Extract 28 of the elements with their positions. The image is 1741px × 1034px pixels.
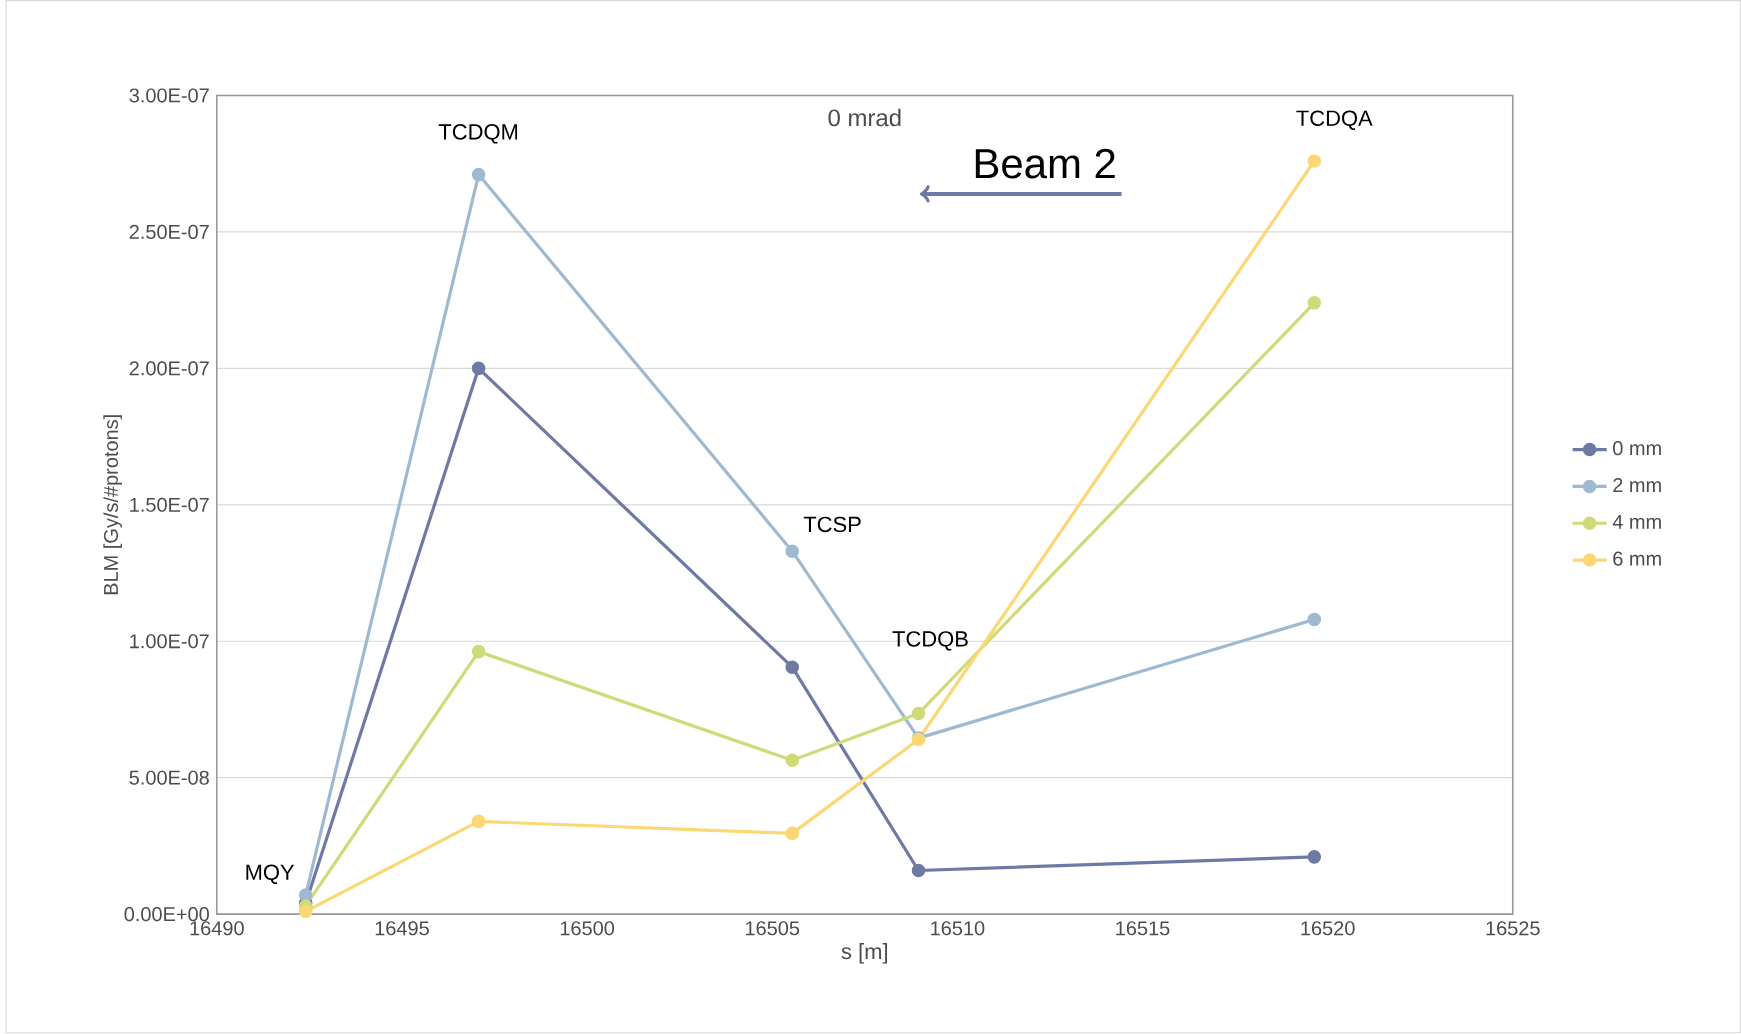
annotation: Beam 2 <box>975 148 1115 179</box>
y-tick-label: 1.50E-07 <box>130 497 209 513</box>
x-tick-label: 16505 <box>746 921 800 936</box>
y-tick-label: 0.00E+00 <box>124 907 209 922</box>
legend-label: 4 mm <box>1612 515 1661 529</box>
annotation: TCSP <box>803 516 861 533</box>
y-tick-label: 2.00E-07 <box>129 361 209 376</box>
legend-label: 2 mm <box>1613 478 1661 493</box>
y-tick-label: 3.00E-07 <box>129 88 209 103</box>
x-tick-label: 16510 <box>931 921 985 936</box>
annotation: TCDQM <box>438 124 518 144</box>
annotation: TCDQA <box>1296 110 1373 131</box>
y-tick-label: 5.00E-08 <box>129 770 209 785</box>
x-tick-label: 16500 <box>560 921 615 936</box>
x-tick-label: 16490 <box>190 921 244 936</box>
y-axis-title: BLM [Gy/s/#protons] <box>103 415 122 595</box>
x-axis-title: s [m] <box>841 943 888 964</box>
legend-label: 0 mm <box>1613 441 1661 456</box>
legend-label: 6 mm <box>1613 551 1661 566</box>
chart-title: 0 mrad <box>828 108 901 127</box>
x-tick-label: 16515 <box>1116 921 1170 936</box>
x-tick-label: 16495 <box>375 921 429 936</box>
y-tick-label: 1.00E-07 <box>130 634 209 649</box>
annotation: MQY <box>246 864 295 885</box>
annotation: TCDQB <box>892 631 968 651</box>
x-tick-label: 16520 <box>1301 921 1355 936</box>
y-tick-label: 2.50E-07 <box>129 225 209 240</box>
x-tick-label: 16525 <box>1486 921 1540 936</box>
